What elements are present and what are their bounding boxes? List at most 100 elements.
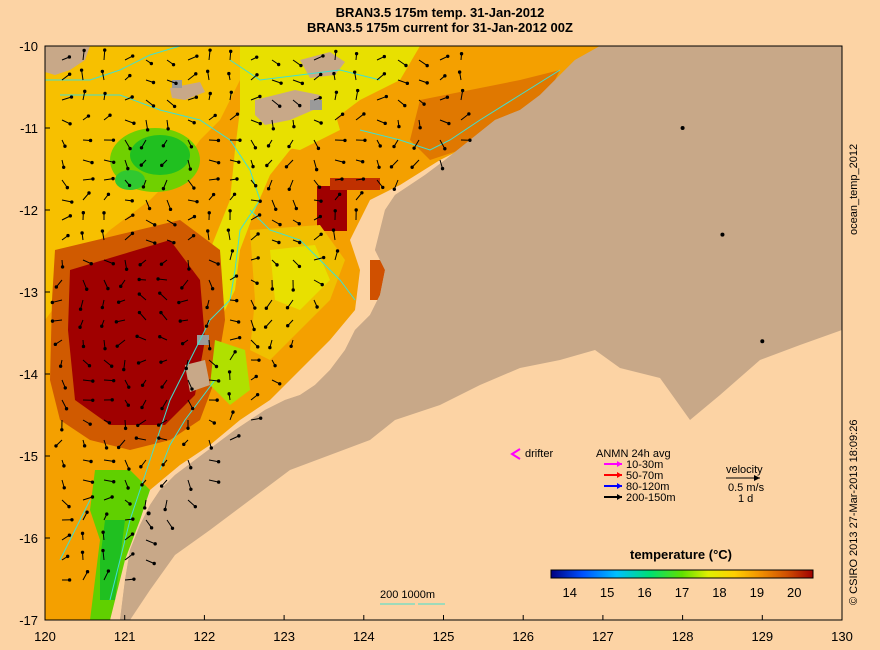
- current-vector-head: [256, 232, 260, 236]
- current-vector-head: [78, 325, 82, 329]
- current-vector-head: [235, 112, 240, 116]
- current-vector-head: [215, 398, 219, 402]
- current-vector-head: [271, 127, 276, 131]
- x-axis: 120 121 122 123 124 125 126 127 128 129 130: [34, 615, 853, 644]
- current-vector-head: [299, 63, 303, 68]
- arrow-head-icon: [617, 494, 622, 500]
- current-vector-head: [237, 434, 241, 438]
- current-vector-head: [232, 192, 237, 196]
- current-vector-head: [227, 71, 231, 76]
- current-vector-head: [130, 231, 135, 236]
- current-vector-head: [211, 192, 216, 197]
- current-vector-head: [170, 526, 175, 530]
- current-vector-head: [287, 144, 291, 149]
- current-vector-head: [54, 444, 58, 448]
- current-vector-head: [190, 387, 194, 391]
- current-vector-head: [191, 233, 196, 238]
- current-vector-head: [207, 211, 211, 215]
- current-vector-head: [291, 288, 295, 292]
- current-vector-head: [382, 72, 387, 76]
- current-vector-head: [447, 121, 451, 126]
- current-vector-head: [276, 62, 281, 67]
- current-vector-head: [321, 54, 325, 58]
- current-vector-head: [128, 146, 132, 151]
- current-vector-head: [319, 199, 323, 203]
- current-vector-head: [468, 138, 472, 142]
- current-vector-head: [238, 138, 242, 142]
- anmn-label: 80-120m: [626, 481, 669, 493]
- current-vector-head: [266, 144, 271, 148]
- current-vector-head: [79, 68, 84, 72]
- current-vector-head: [128, 502, 132, 506]
- current-vector-head: [227, 392, 231, 396]
- current-vector-head: [418, 125, 422, 130]
- current-vector-head: [274, 207, 278, 211]
- current-vector-head: [90, 160, 94, 165]
- current-vector-head: [457, 70, 462, 74]
- current-vector-head: [317, 185, 322, 189]
- temperature-field: [45, 46, 600, 620]
- current-vector-head: [404, 63, 408, 68]
- current-vector-head: [258, 199, 262, 203]
- x-tick-label: 123: [273, 629, 295, 644]
- current-vector-head: [151, 104, 156, 108]
- current-vector-head: [216, 177, 220, 181]
- current-vector-head: [137, 277, 141, 282]
- current-vector-head: [192, 186, 196, 190]
- current-vector-head: [216, 459, 221, 464]
- colorbar-tick-label: 20: [787, 585, 801, 600]
- current-vector-head: [80, 231, 84, 235]
- current-vector-head: [90, 495, 95, 499]
- current-vector-head: [139, 163, 143, 167]
- current-vector-head: [70, 200, 74, 204]
- current-vector-head: [156, 423, 161, 427]
- side-label-bottom: © CSIRO 2013 27-Mar-2013 18:09:26: [848, 420, 860, 605]
- velocity-legend: velocity 0.5 m/s 1 d: [726, 464, 765, 505]
- drifter-legend: drifter: [510, 448, 553, 460]
- current-vector-head: [233, 350, 237, 354]
- current-vector-head: [253, 184, 258, 188]
- current-vector-head: [363, 138, 367, 143]
- current-vector-head: [178, 319, 182, 323]
- current-vector-head: [362, 112, 366, 116]
- current-vector-head: [139, 465, 143, 469]
- current-vector-head: [159, 484, 164, 488]
- drifter-icon: [510, 448, 521, 460]
- current-vector-head: [340, 177, 344, 181]
- current-vector-head: [104, 446, 109, 450]
- current-vector-head: [115, 344, 119, 348]
- x-tick-label: 127: [592, 629, 614, 644]
- current-vector-head: [81, 210, 86, 215]
- current-vector-head: [65, 185, 70, 190]
- current-vector-head: [134, 436, 139, 440]
- current-vector-head: [123, 426, 128, 431]
- current-vector-head: [180, 341, 185, 346]
- current-vector-head: [256, 345, 260, 349]
- current-vector-head: [87, 191, 91, 195]
- current-vector-head: [237, 160, 241, 164]
- current-vector-head: [69, 95, 74, 99]
- anmn-label: 200-150m: [626, 492, 676, 504]
- current-vector-head: [334, 90, 339, 94]
- current-vector-head: [103, 346, 107, 351]
- current-vector-head: [187, 267, 191, 271]
- current-vector-head: [286, 324, 290, 328]
- current-vector-head: [343, 138, 347, 143]
- current-vector-head: [216, 138, 221, 143]
- current-vector-head: [160, 406, 164, 411]
- current-vector-head: [425, 81, 429, 85]
- current-vector-head: [110, 495, 114, 499]
- current-vectors: [50, 48, 472, 582]
- y-axis: -10 -11 -12 -13 -14 -15 -16 -17: [19, 39, 50, 628]
- current-vector-head: [82, 444, 87, 448]
- current-vector-head: [294, 206, 299, 211]
- arrow-head-icon: [617, 483, 622, 489]
- current-vector-head: [88, 422, 92, 426]
- current-vector-head: [85, 510, 89, 514]
- station-marker: [680, 126, 685, 130]
- current-vector-head: [256, 256, 260, 260]
- current-vector-head: [189, 466, 193, 470]
- current-vector-head: [226, 228, 231, 232]
- current-vector-head: [135, 334, 139, 339]
- current-vector-head: [80, 550, 85, 555]
